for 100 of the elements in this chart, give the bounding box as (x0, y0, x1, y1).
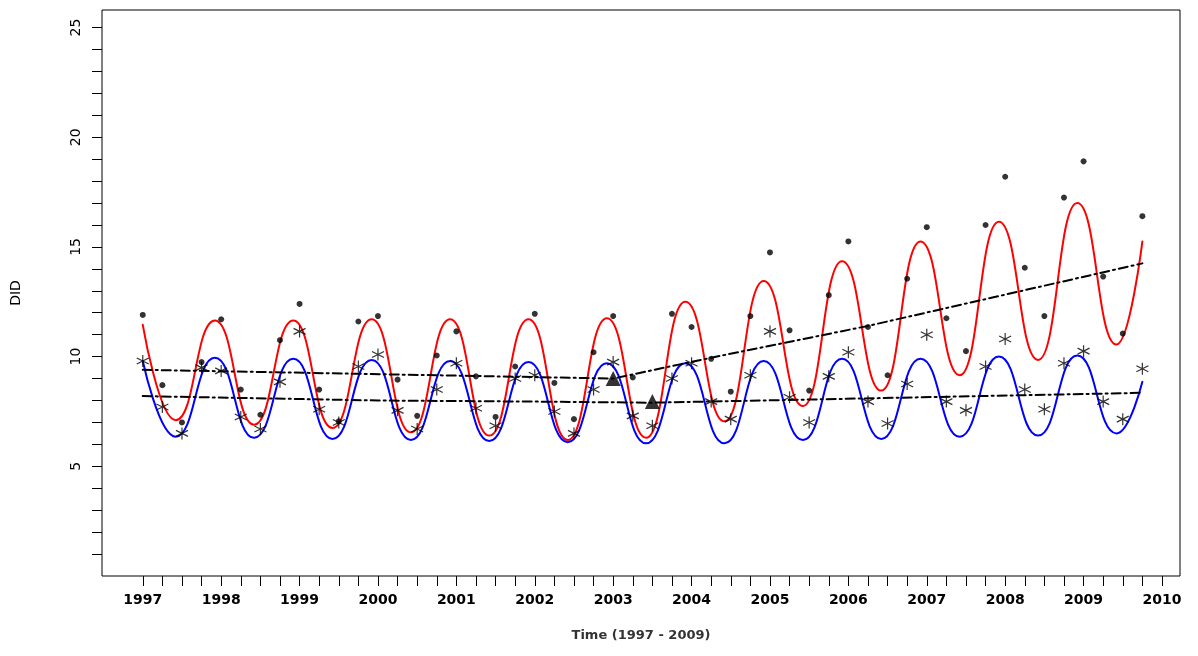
point (802, 415, 816, 430)
y-tick-label: 10 (67, 347, 83, 366)
point (606, 355, 620, 369)
point (920, 328, 934, 342)
x-tick-label: 2001 (436, 591, 476, 607)
point (626, 409, 640, 423)
point (139, 311, 146, 318)
point (273, 375, 287, 389)
x-tick-label: 2005 (750, 591, 790, 607)
point (1100, 273, 1107, 280)
x-tick-label: 2004 (672, 591, 712, 607)
point (861, 394, 875, 409)
point (394, 376, 401, 383)
point (453, 328, 460, 335)
point (1076, 344, 1091, 358)
point (198, 359, 205, 366)
point (763, 324, 777, 338)
point (1060, 194, 1067, 201)
point (880, 416, 895, 431)
point (237, 386, 244, 393)
point (822, 369, 836, 383)
point (492, 413, 499, 420)
point (312, 402, 326, 416)
point (178, 419, 185, 426)
x-tick-label: 2010 (1142, 591, 1182, 607)
point (257, 411, 264, 418)
point (1139, 213, 1146, 220)
x-tick-label: 2009 (1064, 591, 1104, 607)
point (296, 300, 303, 307)
point (1116, 412, 1130, 426)
point (292, 324, 307, 338)
point (708, 355, 715, 362)
point (390, 403, 405, 417)
x-tick-label: 2007 (907, 591, 947, 607)
x-tick-label: 2003 (593, 591, 633, 607)
point (688, 324, 695, 330)
point (864, 324, 871, 330)
line-series (141, 202, 1144, 441)
point (332, 415, 346, 430)
point (488, 419, 503, 433)
point (590, 349, 597, 356)
point (1119, 330, 1126, 337)
point (727, 388, 734, 395)
point (1021, 264, 1028, 271)
point (472, 373, 479, 380)
point (610, 313, 617, 320)
point (684, 356, 699, 370)
point (923, 224, 930, 231)
point (704, 394, 718, 409)
x-tick-label: 2002 (515, 591, 555, 607)
point (766, 249, 773, 256)
point (433, 352, 440, 359)
point (939, 394, 953, 409)
point (668, 310, 675, 317)
point (214, 364, 228, 378)
y-tick-label: 25 (67, 18, 83, 37)
point (528, 368, 542, 382)
point (1057, 356, 1071, 370)
y-axis-title: DID (7, 280, 23, 306)
x-tick-label: 1997 (123, 591, 163, 607)
point (943, 315, 950, 322)
point (175, 426, 189, 440)
point (567, 426, 581, 440)
point (1041, 313, 1048, 320)
point (551, 379, 558, 386)
point (845, 238, 852, 245)
x-tick-label: 1998 (201, 591, 241, 607)
point (430, 382, 444, 397)
point (512, 363, 519, 370)
point (743, 368, 757, 382)
point (547, 404, 561, 419)
point (962, 348, 969, 355)
y-tick-label: 5 (67, 461, 83, 471)
y-tick-label: 15 (67, 238, 83, 256)
x-tick-label: 1999 (280, 591, 320, 607)
point (155, 400, 169, 414)
point (806, 387, 813, 394)
line-series (141, 354, 1144, 445)
point (508, 371, 522, 386)
point (900, 377, 914, 391)
point (998, 332, 1012, 346)
point (159, 382, 166, 389)
y-tick-label: 20 (67, 128, 83, 147)
point (234, 410, 248, 424)
point (841, 345, 855, 359)
point (531, 310, 538, 317)
x-tick-label: 2006 (828, 591, 868, 607)
point (747, 313, 754, 320)
point (645, 419, 659, 433)
point (1096, 394, 1110, 409)
point (469, 401, 483, 415)
point (371, 347, 385, 362)
point (605, 371, 621, 387)
point (449, 356, 463, 370)
x-tick-label: 2008 (985, 591, 1025, 607)
point (1002, 173, 1009, 180)
point (982, 221, 989, 228)
point (1037, 402, 1051, 416)
point (374, 313, 381, 320)
point (786, 327, 793, 334)
